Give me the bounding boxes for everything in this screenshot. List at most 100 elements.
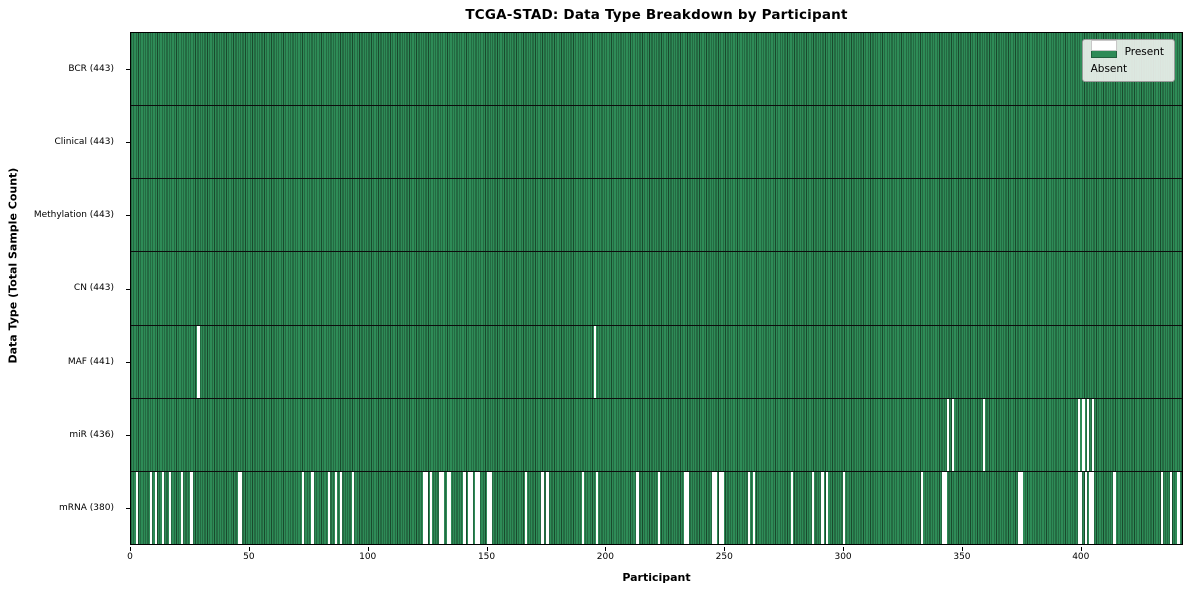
y-tick-label: CN (443) xyxy=(73,283,114,294)
absent-mark xyxy=(311,471,314,544)
absent-swatch-icon xyxy=(1090,40,1117,51)
x-tick-label: 200 xyxy=(596,552,614,562)
absent-mark xyxy=(448,471,452,544)
absent-mark xyxy=(463,471,466,544)
absent-mark xyxy=(842,471,846,544)
absent-mark xyxy=(581,471,585,544)
x-tick-label: 350 xyxy=(953,552,971,562)
absent-mark xyxy=(135,471,139,544)
absent-mark xyxy=(1160,471,1163,544)
absent-mark xyxy=(790,471,793,544)
absent-mark xyxy=(951,398,955,471)
absent-mark xyxy=(714,471,717,544)
row-Clinical xyxy=(131,106,1182,180)
absent-mark xyxy=(477,471,480,544)
absent-mark xyxy=(180,471,184,544)
row-MAF xyxy=(131,325,1182,399)
chart-title: TCGA-STAD: Data Type Breakdown by Partic… xyxy=(465,7,848,23)
absent-mark xyxy=(593,325,596,398)
absent-mark xyxy=(524,471,528,544)
absent-mark xyxy=(489,471,492,544)
absent-mark xyxy=(301,471,305,544)
absent-mark xyxy=(1091,398,1095,471)
absent-mark xyxy=(470,471,473,544)
x-tick-mark xyxy=(605,546,607,551)
absent-mark xyxy=(636,471,639,544)
absent-mark xyxy=(439,471,442,544)
y-tick-label: BCR (443) xyxy=(68,63,114,74)
absent-mark xyxy=(712,471,715,544)
x-tick-label: 100 xyxy=(359,552,377,562)
x-tick-label: 50 xyxy=(243,552,255,562)
absent-mark xyxy=(467,471,471,544)
absent-mark xyxy=(1079,471,1083,544)
absent-mark xyxy=(942,471,945,544)
absent-mark xyxy=(811,471,815,544)
absent-mark xyxy=(944,471,948,544)
absent-mark xyxy=(719,471,722,544)
absent-mark xyxy=(339,471,343,544)
y-tick-mark xyxy=(126,288,130,290)
x-tick-label: 300 xyxy=(834,552,852,562)
absent-mark xyxy=(327,471,331,544)
absent-mark xyxy=(686,471,689,544)
x-axis-title: Participant xyxy=(622,571,691,584)
y-tick-label: mRNA (380) xyxy=(59,503,114,514)
row-miR xyxy=(131,398,1182,472)
absent-mark xyxy=(154,471,158,544)
y-tick-mark xyxy=(126,68,130,70)
y-tick-mark xyxy=(126,508,130,510)
absent-mark xyxy=(721,471,725,544)
y-tick-mark xyxy=(126,215,130,217)
y-tick-mark xyxy=(126,141,130,143)
absent-mark xyxy=(596,471,599,544)
absent-mark xyxy=(486,471,490,544)
x-tick-labels: 0 50 100 150 200 250 300 350 400 xyxy=(127,545,1183,575)
absent-mark xyxy=(1091,471,1095,544)
absent-mark xyxy=(351,471,354,544)
absent-mark xyxy=(752,471,755,544)
y-tick-mark xyxy=(126,361,130,363)
absent-mark xyxy=(541,471,544,544)
absent-mark xyxy=(546,471,549,544)
absent-mark xyxy=(149,471,153,544)
absent-mark xyxy=(1113,471,1116,544)
absent-mark xyxy=(425,471,428,544)
absent-mark xyxy=(1177,471,1180,544)
absent-mark xyxy=(190,471,193,544)
legend-absent-label: Absent xyxy=(1090,63,1128,75)
absent-mark xyxy=(197,325,200,398)
absent-mark xyxy=(921,471,924,544)
absent-mark xyxy=(240,471,243,544)
absent-mark xyxy=(1020,471,1024,544)
absent-mark xyxy=(441,471,445,544)
absent-mark xyxy=(1089,471,1092,544)
y-tick-label: MAF (441) xyxy=(67,356,114,367)
absent-mark xyxy=(821,471,824,544)
absent-mark xyxy=(1087,398,1090,471)
absent-mark xyxy=(1077,398,1080,471)
x-tick-mark xyxy=(130,546,131,551)
absent-mark xyxy=(335,471,338,544)
row-mRNA xyxy=(131,471,1182,544)
absent-mark xyxy=(161,471,165,544)
x-tick-mark xyxy=(724,546,726,551)
absent-mark xyxy=(947,398,950,471)
absent-mark xyxy=(982,398,986,471)
y-tick-label: miR (436) xyxy=(69,430,114,441)
absent-mark xyxy=(1082,398,1085,471)
absent-mark xyxy=(683,471,687,544)
y-tick-mark xyxy=(126,435,130,437)
x-tick-label: 250 xyxy=(715,552,733,562)
row-CN xyxy=(131,252,1182,326)
x-tick-label: 400 xyxy=(1072,552,1090,562)
x-tick-mark xyxy=(486,546,488,551)
row-Methylation xyxy=(131,179,1182,253)
x-tick-mark xyxy=(1080,546,1082,551)
y-tick-label: Methylation (443) xyxy=(33,210,114,221)
absent-mark xyxy=(747,471,751,544)
x-tick-mark xyxy=(843,546,845,551)
y-tick-labels: BCR (443) Clinical (443) Methylation (443)… xyxy=(0,32,122,545)
legend: Present Absent xyxy=(1081,39,1175,82)
